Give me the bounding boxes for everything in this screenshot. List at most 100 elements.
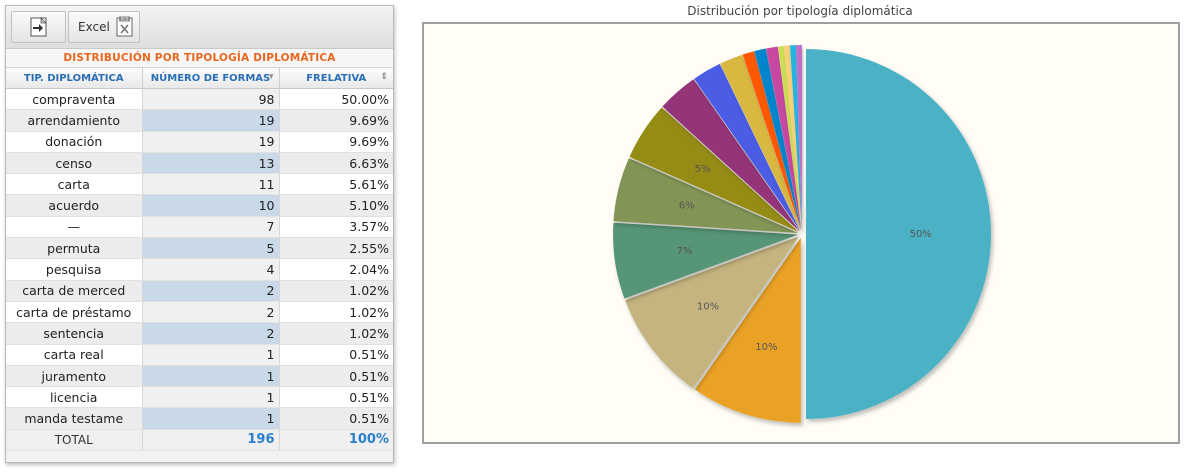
- pie-slice[interactable]: [720, 54, 801, 231]
- table-row[interactable]: manda testame 1 0.51%: [6, 407, 393, 430]
- table-row[interactable]: carta de préstamo 2 1.02%: [6, 301, 393, 324]
- toolbar: Excel XLS: [6, 6, 393, 49]
- cell-numero: 1: [142, 344, 280, 366]
- slice-label: 10%: [755, 342, 777, 353]
- cell-numero: 1: [142, 407, 280, 430]
- cell-frelativa: 0.51%: [279, 365, 393, 388]
- cell-numero: 10: [142, 194, 280, 217]
- cell-numero: 13: [142, 152, 280, 175]
- cell-numero: 2: [142, 322, 280, 345]
- table-row[interactable]: sentencia 2 1.02%: [6, 322, 393, 345]
- total-label: TOTAL: [6, 429, 143, 452]
- table-row[interactable]: licencia 1 0.51%: [6, 386, 393, 409]
- table-row[interactable]: censo 13 6.63%: [6, 152, 393, 175]
- cell-frelativa: 5.10%: [279, 194, 393, 217]
- sort-icon: ⇕: [380, 72, 388, 82]
- cell-numero: 19: [142, 109, 280, 132]
- cell-frelativa: 1.02%: [279, 301, 393, 324]
- cell-frelativa: 5.61%: [279, 173, 393, 196]
- table-caption: DISTRIBUCIÓN POR TIPOLOGÍA DIPLOMÁTICA: [6, 49, 393, 68]
- cell-numero: 2: [142, 280, 280, 302]
- cell-tipologia: arrendamiento: [6, 109, 143, 132]
- pie-slice[interactable]: [783, 45, 802, 231]
- cell-tipologia: carta de préstamo: [6, 301, 143, 324]
- cell-frelativa: 50.00%: [279, 88, 393, 111]
- slice-label: 5%: [695, 164, 711, 175]
- pie-slice[interactable]: [742, 51, 801, 231]
- table-total-row: TOTAL 196 100%: [6, 429, 393, 452]
- slice-label: 50%: [910, 229, 932, 240]
- excel-export-button[interactable]: Excel XLS: [68, 11, 140, 43]
- svg-text:XLS: XLS: [121, 17, 129, 22]
- cell-tipologia: sentencia: [6, 322, 143, 345]
- table-row[interactable]: donación 19 9.69%: [6, 131, 393, 153]
- export-icon: [30, 17, 47, 37]
- cell-frelativa: 1.02%: [279, 280, 393, 302]
- cell-frelativa: 0.51%: [279, 407, 393, 430]
- table-row[interactable]: carta de merced 2 1.02%: [6, 280, 393, 302]
- excel-file-icon: XLS: [116, 16, 133, 37]
- cell-tipologia: licencia: [6, 386, 143, 409]
- cell-tipologia: acuerdo: [6, 194, 143, 217]
- slice-label: 10%: [697, 302, 719, 313]
- export-button[interactable]: [11, 11, 66, 43]
- cell-frelativa: 0.51%: [279, 344, 393, 366]
- pie-slice[interactable]: [754, 48, 802, 231]
- cell-tipologia: carta real: [6, 344, 143, 366]
- cell-tipologia: permuta: [6, 237, 143, 260]
- header-tip-diplomatica[interactable]: TIP. DIPLOMÁTICA: [6, 68, 143, 89]
- cell-frelativa: 2.04%: [279, 258, 393, 281]
- pie-chart: 50% 10% 10% 7% 6% 5%: [422, 22, 1180, 444]
- pie-slice[interactable]: [796, 45, 802, 231]
- table-row[interactable]: permuta 5 2.55%: [6, 237, 393, 260]
- cell-numero: 1: [142, 365, 280, 388]
- cell-frelativa: 9.69%: [279, 109, 393, 132]
- cell-tipologia: —: [6, 216, 143, 239]
- pie-slice[interactable]: [662, 79, 800, 231]
- pie-slice[interactable]: [613, 158, 799, 234]
- pie-slice[interactable]: [789, 45, 802, 231]
- cell-frelativa: 2.55%: [279, 237, 393, 260]
- header-numero-formas[interactable]: NÚMERO DE FORMAS ▾: [142, 68, 280, 89]
- cell-tipologia: donación: [6, 131, 143, 153]
- distribution-table: TIP. DIPLOMÁTICA NÚMERO DE FORMAS ▾ FRELA…: [6, 68, 393, 452]
- excel-label: Excel: [78, 20, 110, 34]
- pie-slice[interactable]: [629, 107, 799, 232]
- total-frelativa: 100%: [279, 429, 393, 452]
- cell-frelativa: 9.69%: [279, 131, 393, 153]
- cell-tipologia: carta: [6, 173, 143, 196]
- table-header-row: TIP. DIPLOMÁTICA NÚMERO DE FORMAS ▾ FRELA…: [6, 68, 393, 89]
- cell-tipologia: juramento: [6, 365, 143, 388]
- table-row[interactable]: compraventa 98 50.00%: [6, 88, 393, 111]
- table-row[interactable]: carta real 1 0.51%: [6, 344, 393, 366]
- table-row[interactable]: juramento 1 0.51%: [6, 365, 393, 388]
- pie-slice[interactable]: [694, 237, 801, 423]
- table-row[interactable]: carta 11 5.61%: [6, 173, 393, 196]
- cell-tipologia: carta de merced: [6, 280, 143, 302]
- pie-slice[interactable]: [765, 46, 802, 231]
- pie-slice[interactable]: [625, 236, 799, 389]
- pie-slice[interactable]: [806, 49, 991, 419]
- cell-numero: 1: [142, 386, 280, 409]
- pie-slice[interactable]: [613, 222, 799, 299]
- cell-tipologia: compraventa: [6, 88, 143, 111]
- slice-label: 6%: [679, 201, 695, 212]
- cell-numero: 2: [142, 301, 280, 324]
- cell-frelativa: 0.51%: [279, 386, 393, 409]
- cell-tipologia: manda testame: [6, 407, 143, 430]
- table-row[interactable]: acuerdo 10 5.10%: [6, 194, 393, 217]
- cell-numero: 11: [142, 173, 280, 196]
- pie-svg: 50% 10% 10% 7% 6% 5%: [613, 45, 991, 423]
- chart-title: Distribución por tipología diplomática: [687, 4, 913, 18]
- cell-numero: 5: [142, 237, 280, 260]
- cell-numero: 4: [142, 258, 280, 281]
- cell-frelativa: 3.57%: [279, 216, 393, 239]
- table-row[interactable]: pesquisa 4 2.04%: [6, 258, 393, 281]
- cell-numero: 7: [142, 216, 280, 239]
- header-frelativa[interactable]: FRELATIVA ⇕: [279, 68, 393, 89]
- pie-slice[interactable]: [694, 63, 800, 231]
- pie-slice[interactable]: [777, 45, 802, 231]
- table-row[interactable]: —7 3.57%: [6, 216, 393, 239]
- table-row[interactable]: arrendamiento 19 9.69%: [6, 109, 393, 132]
- cell-frelativa: 6.63%: [279, 152, 393, 175]
